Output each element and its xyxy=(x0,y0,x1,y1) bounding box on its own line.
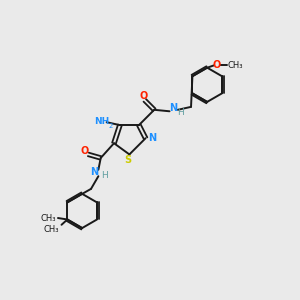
Text: O: O xyxy=(139,91,147,101)
Text: CH₃: CH₃ xyxy=(44,225,59,234)
Text: CH₃: CH₃ xyxy=(227,61,243,70)
Text: N: N xyxy=(90,167,98,177)
Text: H: H xyxy=(177,108,184,117)
Text: O: O xyxy=(80,146,88,157)
Text: O: O xyxy=(213,60,221,70)
Text: N: N xyxy=(169,103,177,113)
Text: S: S xyxy=(124,155,131,165)
Text: NH: NH xyxy=(94,117,109,126)
Text: 2: 2 xyxy=(109,123,113,129)
Text: N: N xyxy=(148,133,156,142)
Text: H: H xyxy=(101,171,108,180)
Text: CH₃: CH₃ xyxy=(41,214,56,223)
